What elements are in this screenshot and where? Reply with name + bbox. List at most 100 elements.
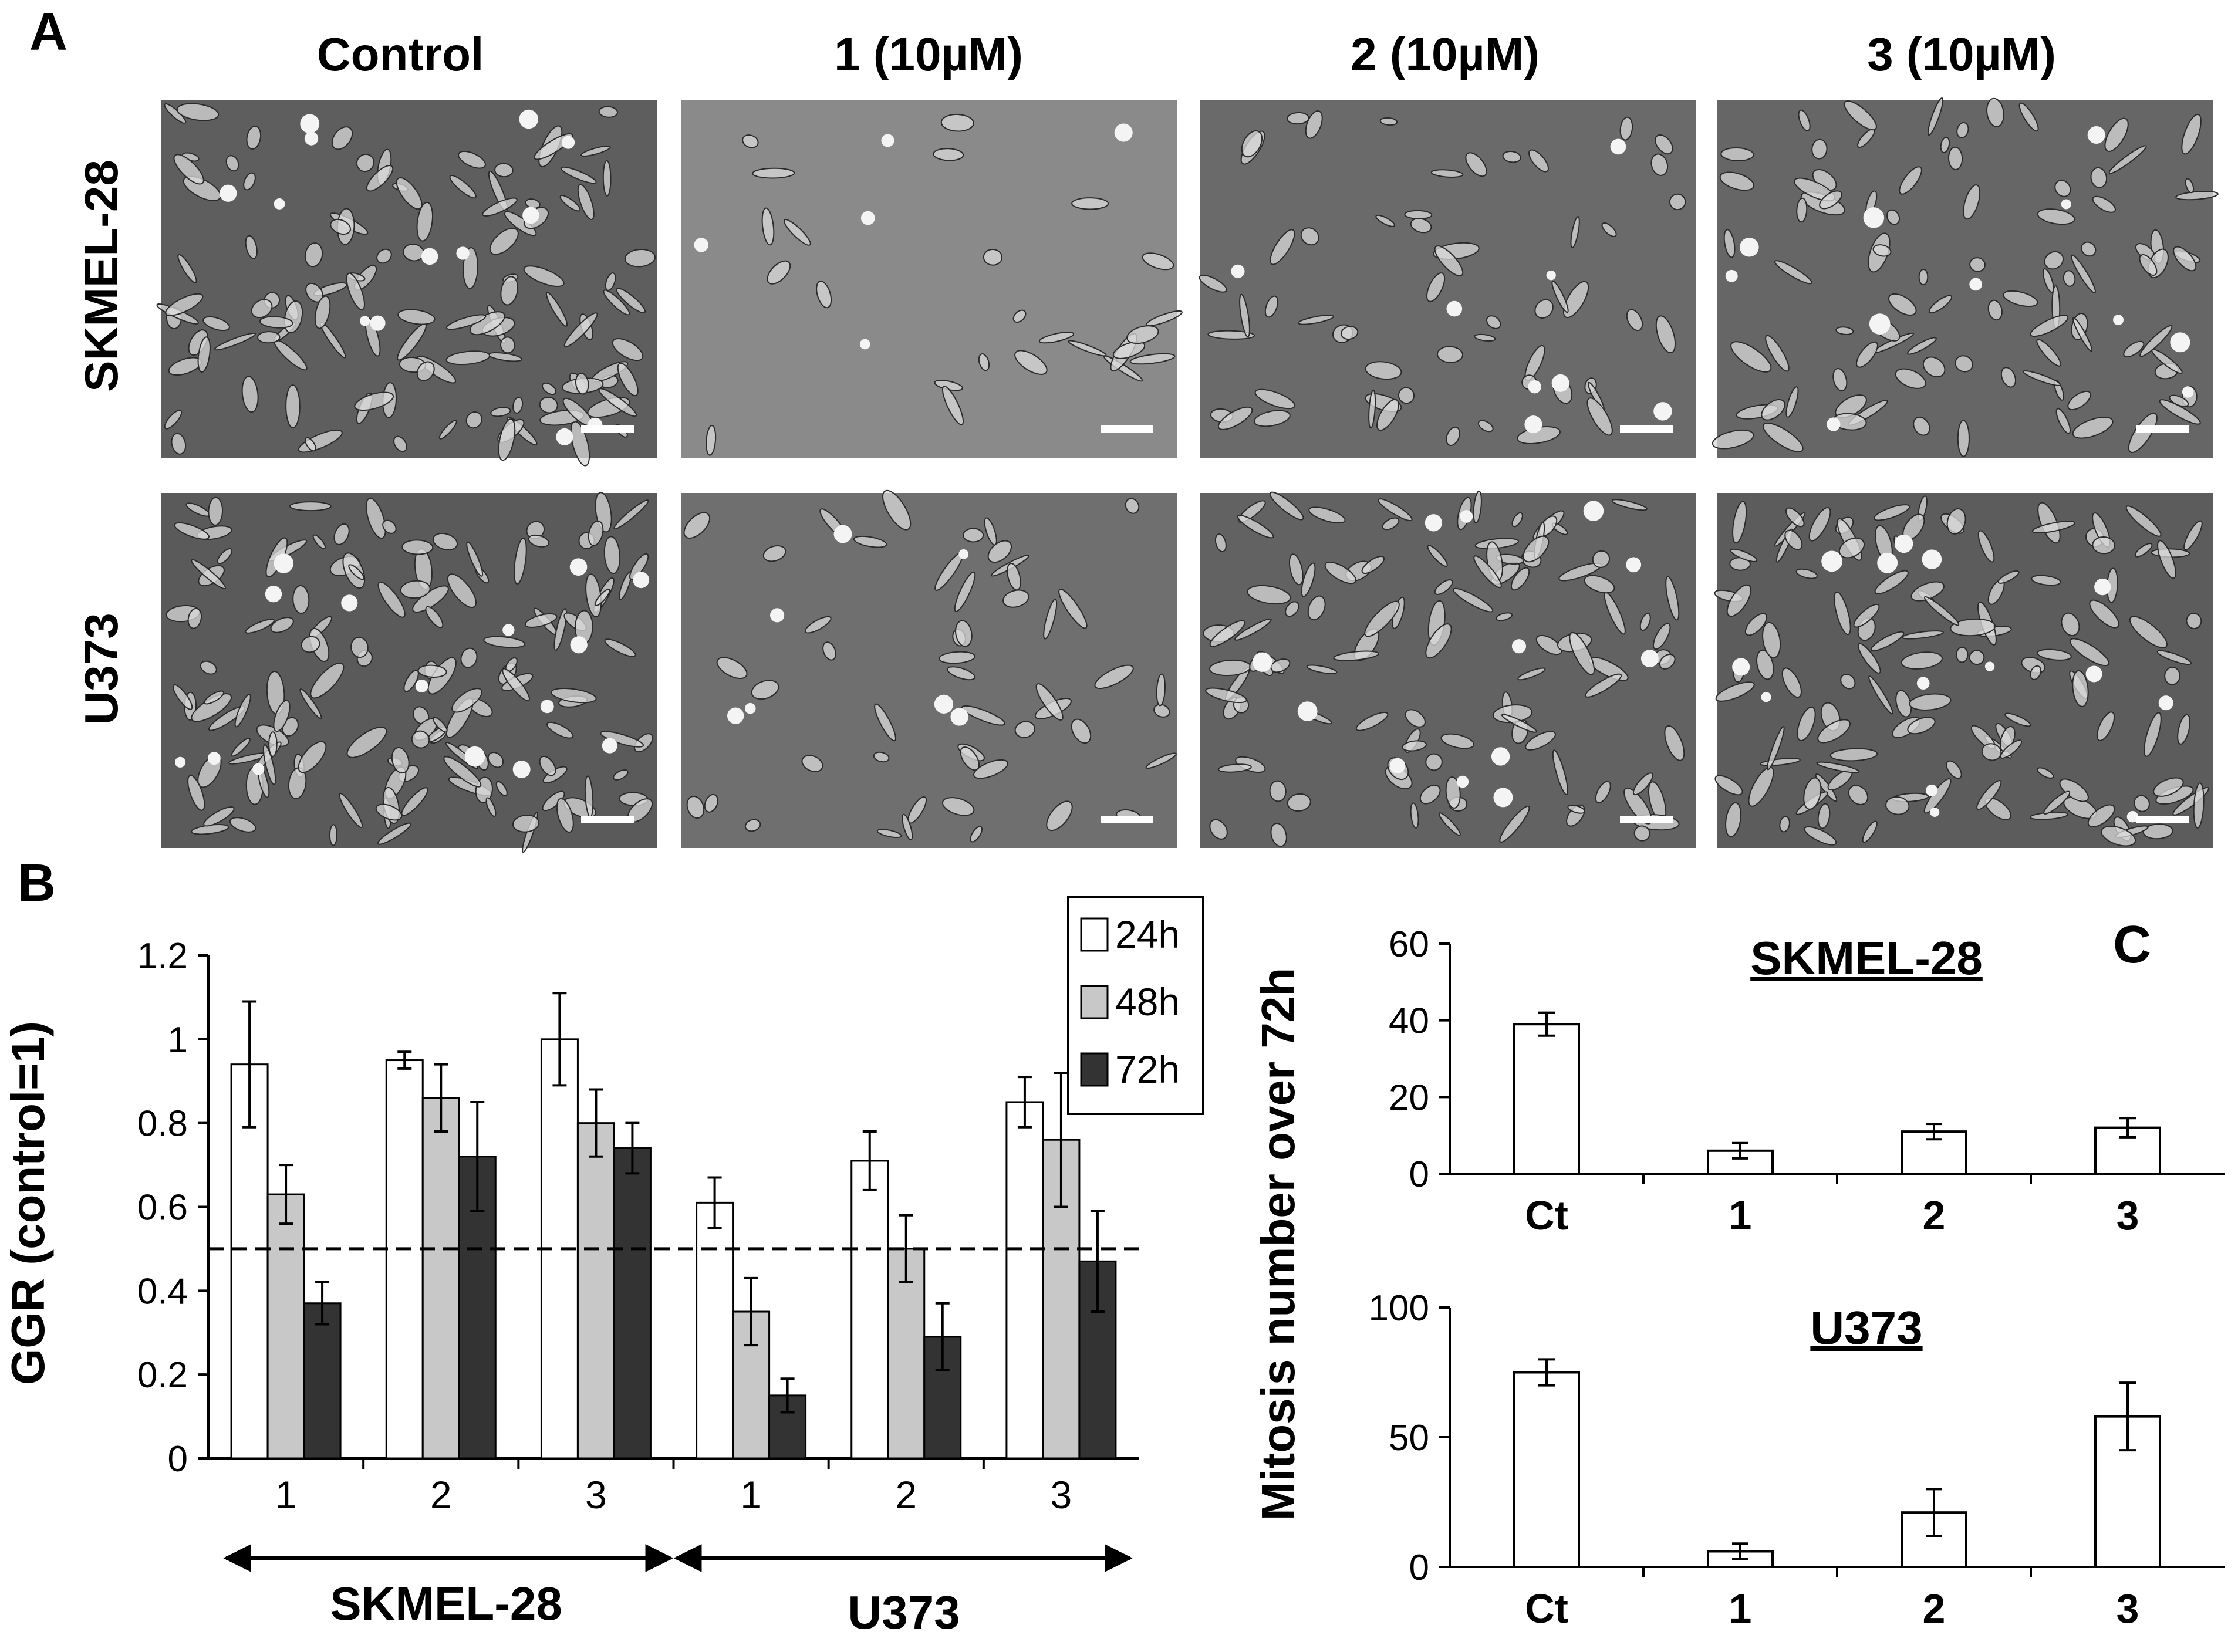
mitosis-skmel28-y-tick-label: 60 <box>1389 924 1429 965</box>
cell <box>1153 704 1170 718</box>
mitosis-u373-bar <box>1513 1371 1580 1568</box>
cell <box>382 519 397 534</box>
cell <box>2193 782 2205 829</box>
cell <box>2087 804 2115 827</box>
cell <box>1763 422 1804 452</box>
cell <box>1653 623 1671 650</box>
rounded-cell <box>1877 552 1898 573</box>
cell <box>524 613 558 628</box>
cell <box>268 731 278 757</box>
cell <box>1714 775 1743 796</box>
cell <box>2104 117 2129 152</box>
cell <box>1517 667 1546 681</box>
cell <box>704 793 718 813</box>
rounded-cell <box>1610 138 1626 155</box>
cell <box>1874 504 1910 521</box>
cell <box>1862 820 1878 843</box>
cell <box>1781 667 1802 698</box>
rounded-cell <box>1740 237 1759 257</box>
cell <box>882 489 912 531</box>
cell <box>983 249 1003 266</box>
mitosis-u373-x-tick-label: 2 <box>1923 1586 1946 1631</box>
cell <box>1436 346 1463 363</box>
cell <box>1511 512 1523 528</box>
cell <box>375 803 403 821</box>
cell <box>330 218 351 235</box>
cell <box>1378 498 1413 522</box>
cell <box>1955 355 1973 373</box>
cell <box>2129 616 2168 648</box>
rounded-cell <box>2061 199 2071 210</box>
cell <box>458 150 487 169</box>
rounded-cell <box>519 109 539 129</box>
rounded-cell <box>220 184 237 202</box>
cell <box>165 293 204 316</box>
cell <box>603 289 630 316</box>
cell <box>433 717 448 733</box>
cell <box>1947 146 1963 170</box>
cell <box>1762 621 1781 658</box>
ggr-bar-24h <box>385 1059 424 1460</box>
cell <box>594 589 610 606</box>
cell <box>1796 197 1808 223</box>
mitosis-u373-y-tick-label: 50 <box>1389 1418 1429 1458</box>
cell <box>1145 752 1177 769</box>
panel-label-a: A <box>29 3 67 62</box>
cell <box>2023 370 2061 386</box>
cell <box>1586 397 1613 436</box>
cell <box>445 314 487 330</box>
cell <box>1835 394 1867 418</box>
cell <box>1659 654 1676 670</box>
cell <box>1950 618 1996 637</box>
cell <box>204 690 225 705</box>
cell <box>2061 612 2080 637</box>
cell <box>1510 567 1530 591</box>
cell <box>1486 315 1501 329</box>
cell <box>2108 145 2147 174</box>
cell <box>285 384 301 428</box>
cell <box>1570 216 1580 249</box>
rounded-cell <box>2170 332 2190 353</box>
cell <box>187 607 202 629</box>
cell <box>1445 776 1461 809</box>
cell <box>502 668 530 702</box>
cell <box>1909 693 1952 711</box>
cell <box>2044 251 2064 270</box>
cell <box>331 126 353 150</box>
legend-label-48h: 48h <box>1115 980 1180 1023</box>
cell <box>1365 361 1402 380</box>
cell <box>616 288 646 314</box>
cell <box>742 134 759 148</box>
cell <box>1655 315 1676 354</box>
cell <box>1829 748 1878 762</box>
cell <box>873 751 890 763</box>
cell <box>612 338 644 362</box>
rounded-cell <box>1297 701 1318 721</box>
rounded-cell <box>934 694 954 714</box>
cell <box>1305 110 1323 139</box>
cell <box>978 353 990 371</box>
cell <box>1808 507 1831 542</box>
cell <box>683 512 711 539</box>
rounded-cell <box>2113 315 2124 326</box>
group-label-u373: U373 <box>848 1586 960 1639</box>
rounded-cell <box>950 708 968 726</box>
cell <box>963 528 984 543</box>
cell <box>1237 515 1274 539</box>
cell <box>602 160 612 197</box>
cell <box>580 146 611 157</box>
cell <box>289 501 332 512</box>
cell <box>251 299 273 319</box>
cell <box>1247 585 1291 605</box>
cell <box>1364 600 1400 637</box>
cell <box>500 336 515 354</box>
rounded-cell <box>175 756 186 768</box>
cell <box>312 534 326 550</box>
cell <box>1963 184 1981 220</box>
rounded-cell <box>274 553 294 573</box>
rounded-cell <box>1894 534 1913 553</box>
cell <box>784 219 811 246</box>
cell <box>174 522 210 540</box>
scale-bar <box>581 425 634 433</box>
cell <box>1946 508 1966 535</box>
